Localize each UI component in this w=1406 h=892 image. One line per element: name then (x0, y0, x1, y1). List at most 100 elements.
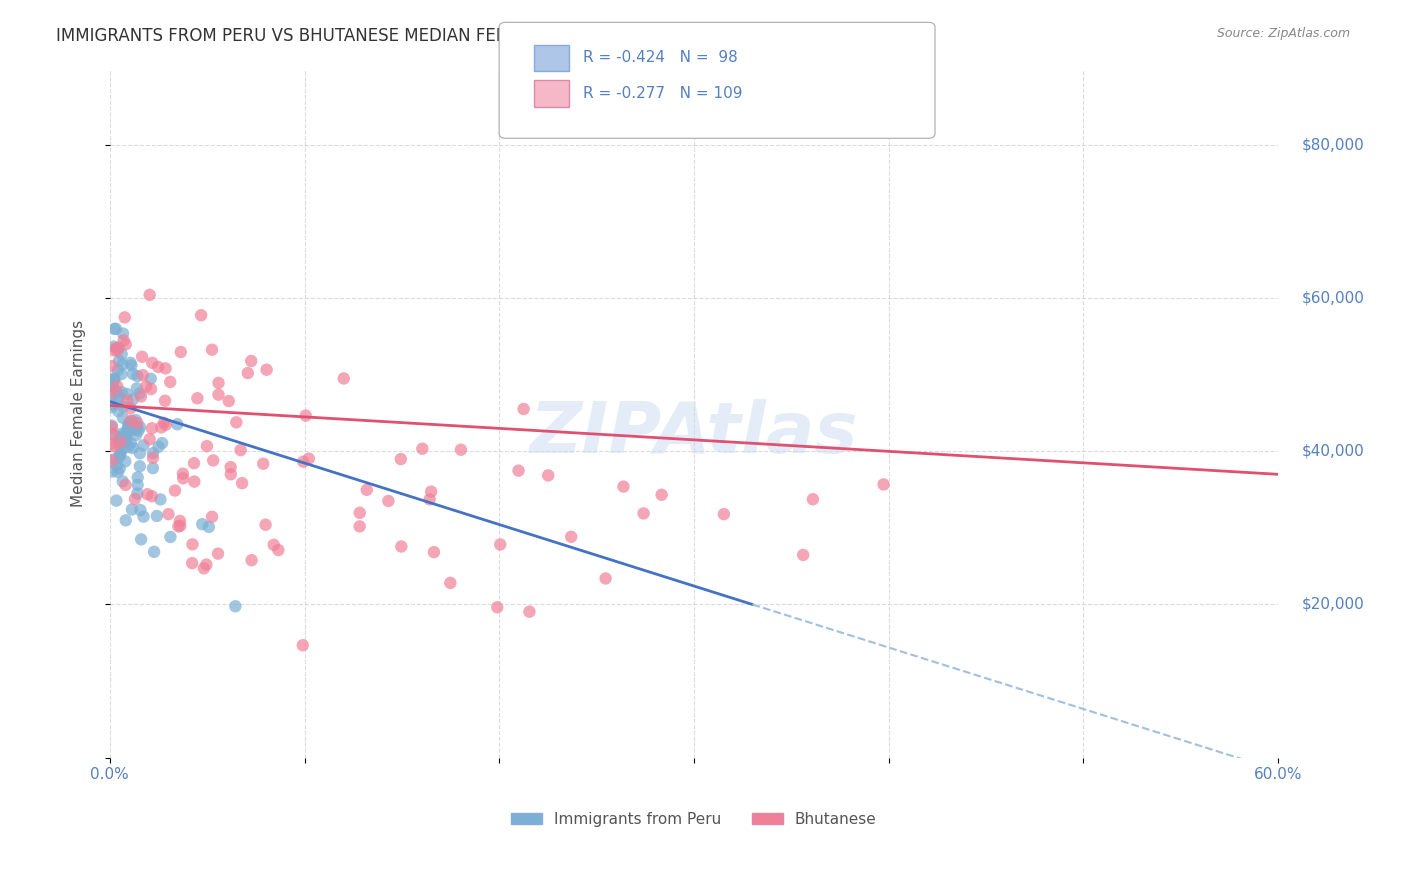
Bhutanese (148, 359, 170, 374)
Immigrants from Peru (125, 413, 148, 427)
Immigrants from Peru (117, 421, 139, 435)
Bhutanese (105, 341, 128, 355)
Immigrants from Peru (118, 421, 141, 435)
Bhutanese (163, 483, 186, 498)
Immigrants from Peru (115, 431, 138, 445)
Bhutanese (114, 310, 136, 325)
Bhutanese (229, 443, 252, 458)
Immigrants from Peru (108, 450, 131, 464)
Immigrants from Peru (121, 392, 143, 407)
Immigrants from Peru (103, 372, 125, 386)
Immigrants from Peru (125, 420, 148, 434)
Bhutanese (101, 437, 124, 451)
Immigrants from Peru (198, 520, 221, 534)
Immigrants from Peru (118, 417, 141, 432)
Bhutanese (423, 545, 446, 559)
Bhutanese (103, 439, 125, 453)
Bhutanese (508, 464, 530, 478)
Bhutanese (183, 456, 205, 470)
Bhutanese (537, 468, 560, 483)
Bhutanese (107, 343, 129, 358)
Immigrants from Peru (128, 459, 150, 474)
Immigrants from Peru (117, 417, 139, 431)
Bhutanese (389, 540, 412, 554)
Immigrants from Peru (111, 442, 134, 456)
Bhutanese (153, 416, 176, 430)
Immigrants from Peru (142, 446, 165, 460)
Legend: Immigrants from Peru, Bhutanese: Immigrants from Peru, Bhutanese (505, 805, 883, 832)
Bhutanese (153, 393, 176, 408)
Bhutanese (612, 480, 634, 494)
Bhutanese (713, 507, 735, 521)
Bhutanese (114, 337, 136, 351)
Bhutanese (141, 421, 163, 435)
Immigrants from Peru (111, 429, 134, 443)
Bhutanese (131, 350, 153, 364)
Bhutanese (420, 484, 443, 499)
Y-axis label: Median Female Earnings: Median Female Earnings (72, 319, 86, 507)
Bhutanese (236, 366, 259, 380)
Immigrants from Peru (111, 475, 134, 489)
Bhutanese (172, 467, 194, 481)
Immigrants from Peru (121, 441, 143, 455)
Bhutanese (201, 343, 224, 357)
Bhutanese (103, 343, 125, 358)
Immigrants from Peru (129, 420, 152, 434)
Bhutanese (195, 439, 218, 453)
Immigrants from Peru (108, 431, 131, 445)
Immigrants from Peru (103, 373, 125, 387)
Bhutanese (207, 547, 229, 561)
Immigrants from Peru (110, 367, 132, 381)
Immigrants from Peru (127, 486, 149, 500)
Text: $60,000: $60,000 (1302, 291, 1364, 306)
Immigrants from Peru (111, 410, 134, 425)
Immigrants from Peru (150, 436, 173, 450)
Immigrants from Peru (103, 322, 125, 336)
Bhutanese (298, 451, 321, 466)
Immigrants from Peru (101, 398, 124, 412)
Bhutanese (101, 453, 124, 467)
Bhutanese (207, 387, 229, 401)
Bhutanese (159, 375, 181, 389)
Bhutanese (633, 507, 655, 521)
Bhutanese (219, 460, 242, 475)
Bhutanese (190, 308, 212, 322)
Bhutanese (138, 432, 160, 446)
Text: ZIPAtlas: ZIPAtlas (530, 400, 858, 468)
Immigrants from Peru (110, 447, 132, 461)
Immigrants from Peru (149, 492, 172, 507)
Immigrants from Peru (114, 434, 136, 449)
Bhutanese (256, 362, 278, 376)
Immigrants from Peru (111, 431, 134, 445)
Immigrants from Peru (101, 427, 124, 442)
Immigrants from Peru (120, 436, 142, 450)
Immigrants from Peru (191, 517, 214, 532)
Bhutanese (377, 494, 399, 508)
Immigrants from Peru (114, 454, 136, 468)
Immigrants from Peru (104, 384, 127, 398)
Bhutanese (263, 538, 285, 552)
Immigrants from Peru (120, 356, 142, 370)
Immigrants from Peru (146, 508, 169, 523)
Immigrants from Peru (159, 530, 181, 544)
Bhutanese (157, 507, 180, 521)
Bhutanese (560, 530, 582, 544)
Immigrants from Peru (107, 389, 129, 403)
Immigrants from Peru (127, 424, 149, 438)
Bhutanese (129, 390, 152, 404)
Bhutanese (112, 334, 135, 348)
Immigrants from Peru (128, 446, 150, 460)
Bhutanese (291, 638, 314, 652)
Text: $20,000: $20,000 (1302, 597, 1364, 612)
Immigrants from Peru (114, 513, 136, 527)
Bhutanese (201, 509, 224, 524)
Immigrants from Peru (111, 385, 134, 400)
Bhutanese (181, 556, 204, 570)
Immigrants from Peru (110, 426, 132, 441)
Bhutanese (150, 420, 173, 434)
Immigrants from Peru (121, 502, 143, 516)
Bhutanese (141, 489, 163, 503)
Bhutanese (651, 488, 673, 502)
Bhutanese (792, 548, 814, 562)
Bhutanese (595, 572, 617, 586)
